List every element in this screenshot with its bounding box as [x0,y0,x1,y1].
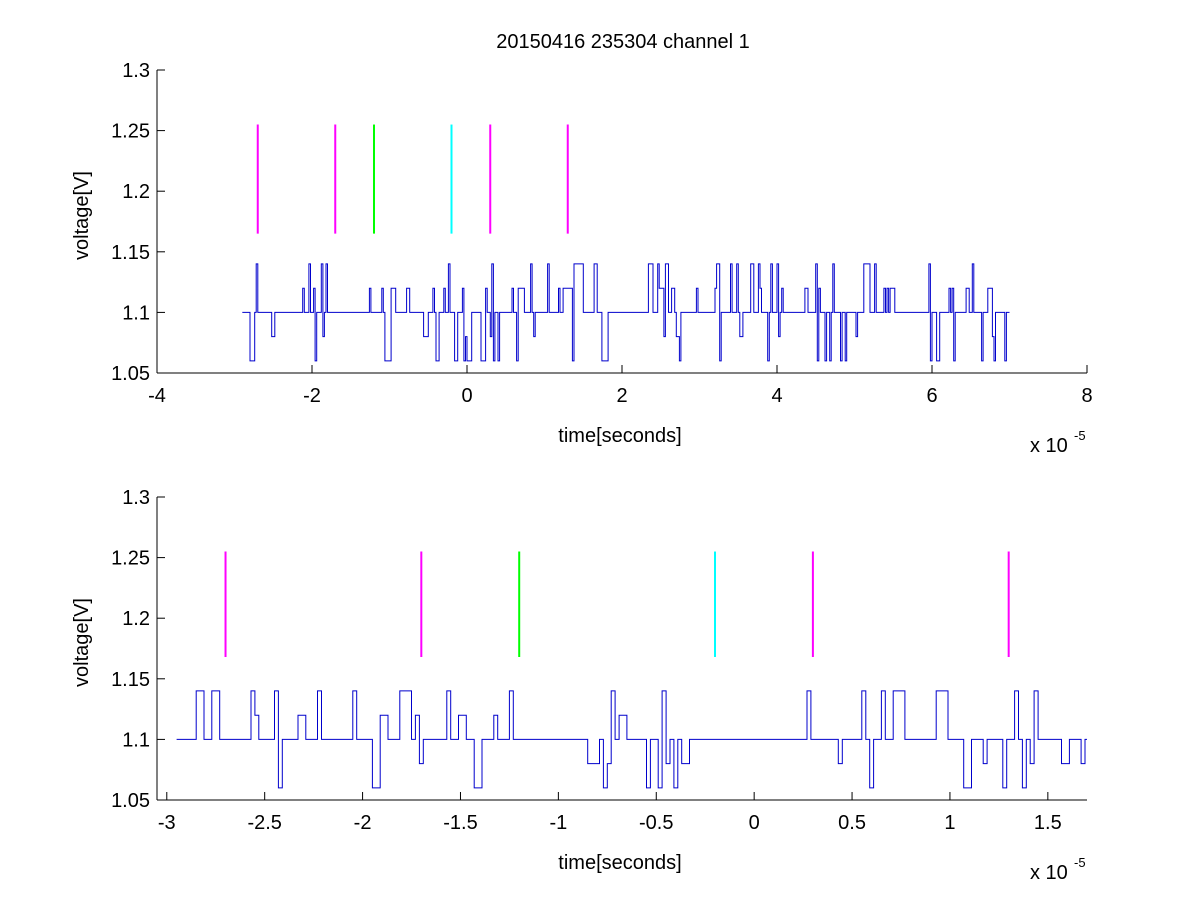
y-tick-label: 1.3 [122,487,150,509]
y-tick-label: 1.1 [122,302,150,324]
x-tick-label: 6 [926,385,937,407]
x-tick-label: 0.5 [838,812,866,834]
y-tick-label: 1.05 [111,363,150,385]
x-multiplier-label: x 10 [1030,435,1068,457]
top-subplot: -4 -2 0 2 4 6 8 1.05 1.1 1.15 1.2 1.25 1.3 time[secon… [71,60,1093,457]
y-tick-label: 1.2 [122,608,150,630]
x-tick-label: -1.5 [443,812,477,834]
x-tick-label: 8 [1081,385,1092,407]
x-tick-label: 1 [944,812,955,834]
x-tick-label: 4 [771,385,782,407]
y-tick-label: 1.25 [111,121,150,143]
x-tick-label: -2 [354,812,372,834]
x-tick-label: -2.5 [247,812,281,834]
x-tick-label: -0.5 [639,812,673,834]
y-tick-label: 1.25 [111,548,150,570]
x-multiplier-exponent: -5 [1074,855,1086,870]
x-tick-label: -1 [549,812,567,834]
x-tick-label: 0 [461,385,472,407]
signal-trace [176,690,1087,789]
x-tick-label: -4 [148,385,166,407]
x-multiplier-exponent: -5 [1074,428,1086,443]
y-tick-label: 1.1 [122,729,150,751]
y-axis-label: voltage[V] [71,171,93,260]
x-tick-label: 0 [749,812,760,834]
signal-trace [242,263,1010,362]
x-tick-label: -2 [303,385,321,407]
y-tick-label: 1.15 [111,669,150,691]
x-axis-label: time[seconds] [558,425,681,447]
x-multiplier-label: x 10 [1030,862,1068,884]
y-tick-label: 1.05 [111,790,150,812]
y-axis-label: voltage[V] [71,598,93,687]
y-tick-label: 1.15 [111,242,150,264]
bottom-subplot: -3 -2.5 -2 -1.5 -1 -0.5 0 0.5 1 1.5 1.05 1.1 1.15 1.2… [71,487,1087,884]
figure-title: 20150416 235304 channel 1 [496,31,750,53]
x-tick-label: 2 [616,385,627,407]
x-tick-label: 1.5 [1034,812,1062,834]
y-tick-label: 1.3 [122,60,150,82]
x-axis-label: time[seconds] [558,852,681,874]
y-tick-label: 1.2 [122,181,150,203]
x-tick-label: -3 [158,812,176,834]
